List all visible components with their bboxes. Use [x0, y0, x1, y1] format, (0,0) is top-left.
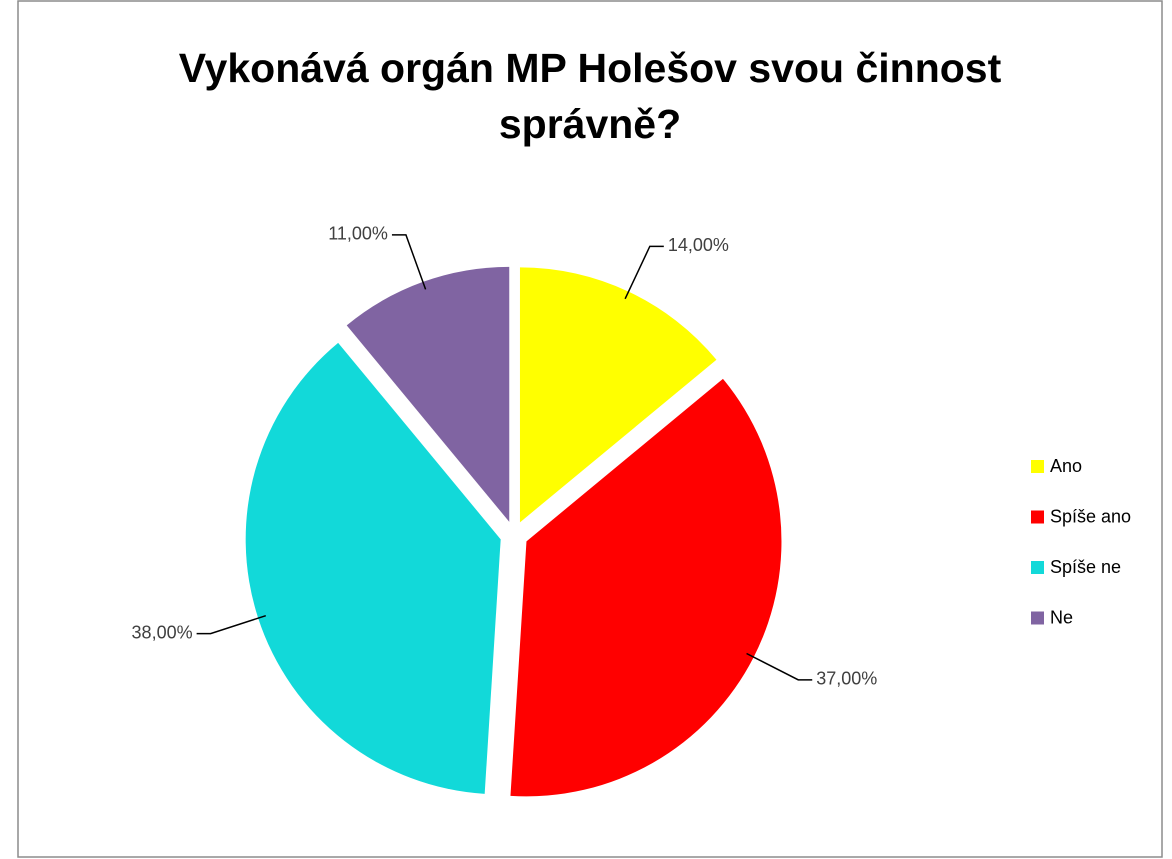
leader-line — [196, 614, 267, 635]
data-label: 37,00% — [816, 669, 877, 689]
leader-line — [391, 234, 427, 290]
legend-label: Ano — [1050, 456, 1082, 476]
leader-line — [624, 245, 664, 300]
pie-slice — [346, 266, 510, 522]
data-label: 11,00% — [328, 224, 388, 244]
data-label: 14,00% — [668, 235, 729, 255]
leader-line — [746, 652, 813, 681]
pie-slice — [245, 342, 501, 794]
chart-border — [17, 0, 1163, 858]
pie-slice — [519, 267, 717, 523]
legend-label: Ne — [1050, 607, 1073, 627]
legend-label: Spíše ne — [1050, 557, 1121, 577]
chart-title: Vykonává orgán MP Holešov svou činnost s… — [178, 45, 1002, 147]
legend-swatch — [1031, 460, 1044, 473]
legend-swatch — [1031, 510, 1044, 524]
legend-swatch — [1031, 561, 1044, 574]
data-label: 38,00% — [132, 622, 193, 642]
legend-swatch — [1031, 611, 1044, 625]
legend-label: Spíše ano — [1050, 506, 1131, 526]
pie-slice — [510, 378, 782, 797]
